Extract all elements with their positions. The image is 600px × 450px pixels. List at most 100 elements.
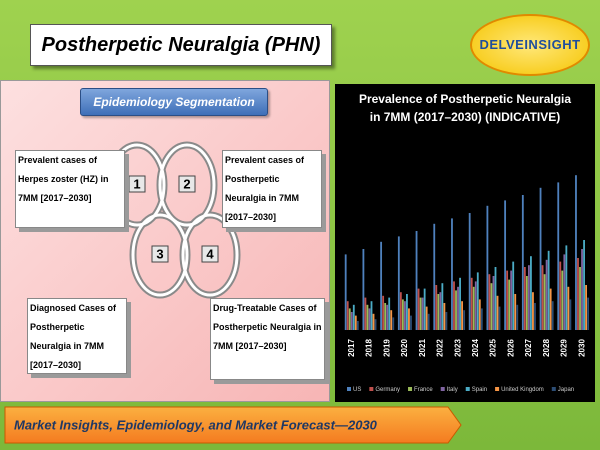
bar	[439, 292, 442, 330]
logo: DELVEINSIGHT	[470, 14, 590, 76]
bar	[587, 297, 590, 330]
footer: Market Insights, Epidemiology, and Marke…	[4, 406, 462, 444]
bar	[356, 321, 359, 330]
bar	[527, 265, 530, 330]
x-tick-label: 2027	[524, 339, 533, 357]
bar	[399, 292, 402, 330]
bar	[577, 258, 579, 330]
header-title: Postherpetic Neuralgia (PHN)	[30, 24, 332, 66]
bar	[488, 274, 491, 330]
bar	[504, 200, 507, 330]
bar	[506, 270, 509, 330]
legend-label: United Kingdom	[501, 387, 544, 393]
bar	[476, 272, 479, 330]
x-tick-label: 2025	[489, 339, 498, 357]
legend-label: US	[353, 387, 361, 393]
bar	[549, 288, 552, 330]
bar	[534, 303, 536, 330]
x-tick-label: 2026	[506, 339, 515, 357]
bar	[388, 297, 391, 330]
bar	[530, 256, 532, 330]
bar	[437, 294, 440, 330]
bar	[470, 277, 473, 330]
number-box	[151, 245, 169, 263]
bar	[474, 281, 477, 330]
bar	[350, 312, 353, 330]
bar	[585, 285, 588, 330]
bar	[472, 286, 475, 330]
bar	[370, 301, 373, 330]
x-tick-label: 2028	[542, 339, 551, 357]
bar	[397, 236, 400, 330]
bar	[366, 304, 369, 330]
bar	[419, 297, 422, 330]
chart-panel: Prevalence of Postherpetic Neuralgia in …	[335, 84, 595, 402]
bar	[425, 306, 428, 330]
bar	[403, 301, 406, 330]
bar	[569, 299, 572, 330]
bar	[348, 308, 351, 330]
bar	[468, 213, 471, 330]
bar	[583, 240, 585, 330]
bar	[392, 317, 395, 330]
bar	[581, 249, 583, 330]
bar	[478, 299, 481, 330]
segment-number: 1	[133, 176, 140, 191]
ring	[131, 213, 189, 297]
bar	[362, 249, 365, 330]
bar	[494, 267, 497, 330]
bar	[490, 283, 493, 330]
x-tick-label: 2020	[400, 339, 409, 357]
segment-box: Prevalent cases of Postherpetic Neuralgi…	[222, 150, 322, 228]
bar	[354, 315, 357, 330]
bar	[372, 313, 375, 330]
x-tick-label: 2019	[382, 339, 391, 357]
x-tick-label: 2023	[453, 339, 462, 357]
bar	[451, 218, 453, 330]
segment-number: 2	[183, 176, 190, 191]
bar	[382, 295, 385, 330]
bar	[547, 250, 550, 330]
chart: 2017 2018 2019 2020 2021 2022 2023 2024 2025 2026…	[344, 175, 590, 393]
bar	[521, 195, 524, 330]
bar	[559, 261, 562, 330]
bar	[561, 270, 564, 330]
bar	[514, 294, 517, 330]
bar	[457, 286, 459, 330]
legend-label: Italy	[447, 387, 458, 393]
bar	[421, 297, 424, 330]
segment-box: Prevalent cases of Herpes zoster (HZ) in…	[15, 150, 125, 228]
bar	[563, 254, 566, 330]
legend-swatch	[440, 387, 445, 391]
bar	[579, 267, 581, 330]
bar	[541, 265, 544, 330]
bar	[401, 299, 404, 330]
legend-swatch	[551, 387, 556, 391]
bar	[408, 308, 410, 330]
legend-swatch	[465, 387, 470, 391]
bar	[512, 261, 515, 330]
bar	[498, 306, 501, 330]
bar	[575, 175, 577, 330]
bar	[463, 310, 466, 330]
x-tick-label: 2022	[436, 339, 445, 357]
legend-swatch	[369, 387, 374, 391]
legend-label: France	[414, 387, 433, 393]
segment-box: Diagnosed Cases of Postherpetic Neuralgi…	[27, 298, 127, 374]
bar	[427, 313, 430, 330]
bar	[496, 295, 499, 330]
bar	[453, 281, 455, 330]
bar	[390, 310, 393, 330]
legend-label: Spain	[472, 387, 487, 393]
legend-swatch	[408, 387, 413, 391]
segment-number: 3	[156, 246, 163, 261]
footer-banner	[4, 406, 462, 444]
bar	[346, 301, 349, 330]
ring	[181, 213, 239, 297]
ring-group	[106, 141, 241, 299]
bar	[510, 270, 513, 330]
bar	[545, 259, 548, 330]
bar	[445, 312, 448, 330]
legend-swatch	[495, 387, 500, 391]
